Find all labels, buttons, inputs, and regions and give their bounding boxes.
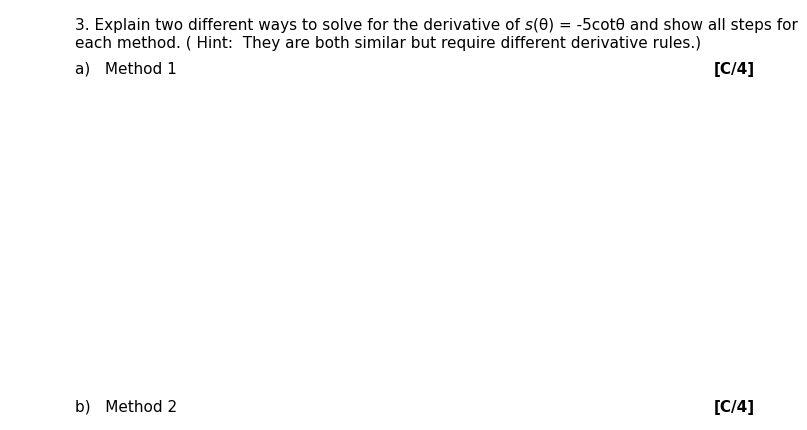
Text: [C/4]: [C/4] <box>714 399 755 414</box>
Text: b)   Method 2: b) Method 2 <box>75 399 177 414</box>
Text: s: s <box>525 18 533 33</box>
Text: 3. Explain two different ways to solve for the derivative of: 3. Explain two different ways to solve f… <box>75 18 525 33</box>
Text: a)   Method 1: a) Method 1 <box>75 62 177 77</box>
Text: each method. ( Hint:  They are both similar but require different derivative rul: each method. ( Hint: They are both simil… <box>75 36 701 51</box>
Text: (θ) = -5cotθ and show all steps for: (θ) = -5cotθ and show all steps for <box>533 18 797 33</box>
Text: [C/4]: [C/4] <box>714 62 755 77</box>
